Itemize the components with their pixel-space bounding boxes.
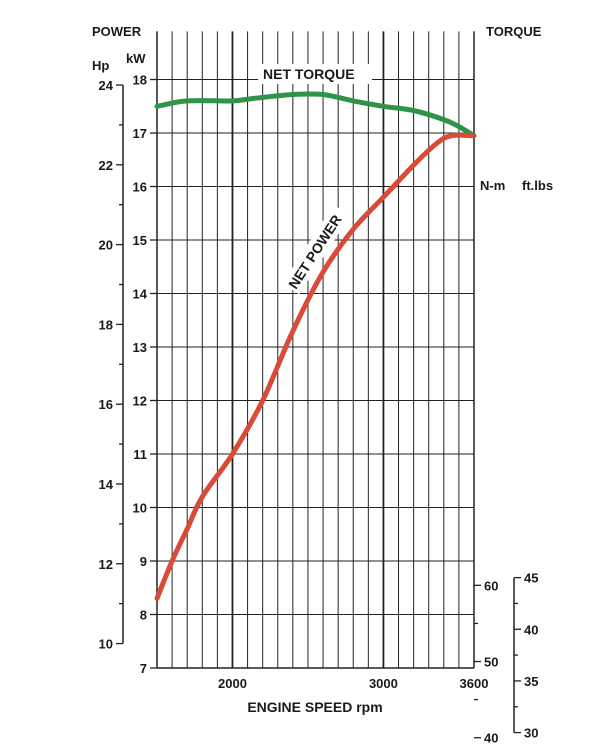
net-power-label-bg — [282, 204, 351, 295]
series-lines — [154, 91, 477, 601]
hp-tick-label: 16 — [99, 397, 113, 412]
hp-tick-label: 10 — [99, 637, 113, 652]
kw-tick-label: 11 — [133, 447, 147, 462]
kw-unit-label: kW — [126, 51, 146, 66]
x-tick-label: 3000 — [369, 676, 398, 691]
nm-tick-label: 60 — [484, 578, 498, 593]
hp-tick-label: 20 — [99, 238, 113, 253]
kw-tick-label: 12 — [133, 394, 147, 409]
power-axis-header: POWER — [92, 24, 142, 39]
ftlbs-tick-label: 30 — [524, 726, 538, 741]
kw-tick-label: 15 — [133, 233, 147, 248]
hp-tick-label: 22 — [99, 158, 113, 173]
ftlbs-tick-label: 45 — [524, 571, 538, 586]
x-axis-label: ENGINE SPEED rpm — [247, 699, 382, 715]
net-power-line — [154, 132, 477, 601]
kw-tick-label: 10 — [133, 501, 147, 516]
kw-tick-label: 13 — [133, 340, 147, 355]
hp-tick-label: 24 — [99, 78, 114, 93]
net-torque-line — [154, 91, 477, 139]
hp-tick-label: 14 — [99, 477, 114, 492]
net-torque-label-group: NET TORQUE — [258, 64, 372, 84]
nm-tick-label: 50 — [484, 655, 498, 670]
ftlbs-unit-label: ft.lbs — [522, 178, 553, 193]
ftlbs-tick-label: 35 — [524, 674, 538, 689]
net-torque-label: NET TORQUE — [263, 66, 355, 82]
axes: 7 8 9 10 11 12 13 14 15 16 17 18 10 12 14 16 18 20 22 24 40 5… — [99, 31, 538, 746]
nm-unit-label: N-m — [480, 178, 505, 193]
ftlbs-tick-label: 40 — [524, 622, 538, 637]
kw-tick-label: 7 — [140, 661, 147, 676]
x-tick-label: 3600 — [460, 676, 489, 691]
hp-tick-label: 12 — [99, 557, 113, 572]
nm-tick-label: 40 — [484, 731, 498, 746]
x-tick-label: 2000 — [218, 676, 247, 691]
hp-unit-label: Hp — [92, 58, 109, 73]
kw-tick-label: 16 — [133, 180, 147, 195]
kw-tick-label: 14 — [133, 287, 148, 302]
net-torque-label-bg — [258, 64, 372, 84]
kw-tick-label: 17 — [133, 126, 147, 141]
kw-tick-label: 9 — [140, 554, 147, 569]
torque-axis-header: TORQUE — [486, 24, 542, 39]
kw-tick-label: 8 — [140, 608, 147, 623]
kw-tick-label: 18 — [133, 73, 147, 88]
grid — [156, 31, 475, 669]
hp-tick-label: 18 — [99, 317, 113, 332]
